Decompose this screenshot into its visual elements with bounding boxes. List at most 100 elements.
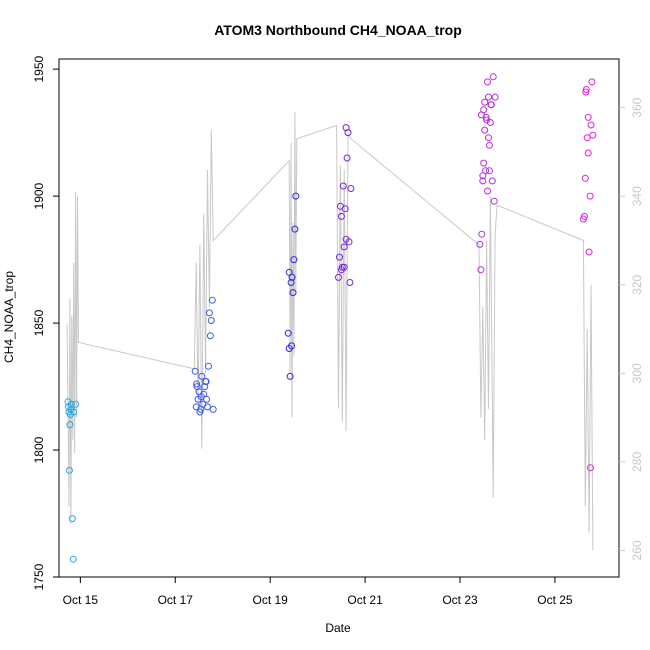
x-tick-label: Oct 19 [253,593,289,607]
right-y-tick-label: 260 [630,540,644,560]
data-point [586,192,594,200]
data-point [485,93,492,101]
x-tick-label: Oct 25 [537,593,573,607]
data-point [198,372,206,380]
data-point [284,329,292,337]
data-point [480,159,488,167]
data-point [288,342,295,350]
data-point [336,253,343,261]
data-point [484,78,491,86]
data-point [204,403,211,411]
data-point [208,296,216,304]
data-point [487,101,495,109]
y-tick-label: 1950 [32,55,46,82]
data-point [584,149,592,157]
series-3 [284,192,300,380]
data-point [207,317,215,324]
data-point [191,367,199,375]
data-point [581,174,589,182]
data-point [67,400,75,408]
data-point [481,126,489,134]
x-tick-label: Oct 21 [347,593,383,607]
y-tick-label: 1750 [32,563,46,590]
data-point [347,185,355,192]
data-point [289,289,297,297]
chart-title: ATOM3 Northbound CH4_NOAA_trop [214,22,462,38]
data-point [69,555,77,563]
series-6 [579,78,597,472]
data-point [70,408,78,416]
data-point [584,113,592,121]
data-point [484,187,491,195]
right-y-tick-label: 320 [630,274,644,294]
x-axis-label: Date [325,621,351,635]
data-point [205,362,212,370]
y-tick-label: 1850 [32,309,46,336]
data-point [290,256,298,264]
data-point [193,380,201,388]
plot-frame [58,58,620,578]
y-tick-label: 1900 [32,182,46,209]
data-point [477,266,485,274]
data-point [201,383,209,391]
data-point [476,240,484,248]
x-tick-label: Oct 23 [442,593,478,607]
data-point [340,263,348,271]
data-point [287,279,295,286]
data-point [479,177,487,185]
series-1 [64,398,80,563]
right-y-tick-label: 340 [630,186,644,206]
data-point [346,279,354,286]
data-point [68,515,76,523]
right-y-tick-label: 280 [630,452,644,472]
data-point [582,86,590,93]
data-point [291,225,299,233]
data-point [585,248,593,256]
data-point [479,172,487,180]
data-point [337,212,345,220]
data-point [202,378,210,385]
data-point [491,93,499,101]
data-point [197,393,205,401]
series-5 [476,73,499,274]
right-y-tick-label: 300 [630,363,644,383]
data-point [583,134,591,142]
data-point [588,78,596,86]
data-point [342,235,350,243]
data-point [340,243,348,251]
data-point [482,167,490,175]
data-point [580,212,588,220]
data-point [72,400,80,408]
y-axis: 1750 1800 1850 1900 1950 [32,55,59,590]
data-point [341,205,349,213]
data-point [335,273,342,281]
data-point [339,182,347,190]
y-axis-label: CH4_NOAA_trop [2,271,16,363]
data-point [206,332,214,340]
data-point [481,98,489,106]
x-tick-label: Oct 15 [63,593,99,607]
data-point [292,192,300,200]
data-point [587,121,595,129]
right-y-axis: 260 280 300 320 340 360 [619,97,644,560]
data-point [486,119,494,126]
data-point [485,134,492,142]
data-point [485,141,493,149]
data-point [343,154,351,162]
data-point [66,421,74,429]
data-point [477,111,485,119]
series-2 [191,296,217,416]
data-point [587,464,594,472]
data-point [285,268,293,276]
series-4 [335,124,355,286]
x-axis: Oct 15 Oct 17 Oct 19 Oct 21 Oct 23 Oct 25 [63,577,573,607]
data-point [65,466,73,474]
data-point [478,230,486,238]
data-point [344,129,352,137]
data-point [205,309,213,317]
data-point [490,197,498,205]
y-tick-label: 1800 [32,436,46,463]
data-point [488,177,496,185]
